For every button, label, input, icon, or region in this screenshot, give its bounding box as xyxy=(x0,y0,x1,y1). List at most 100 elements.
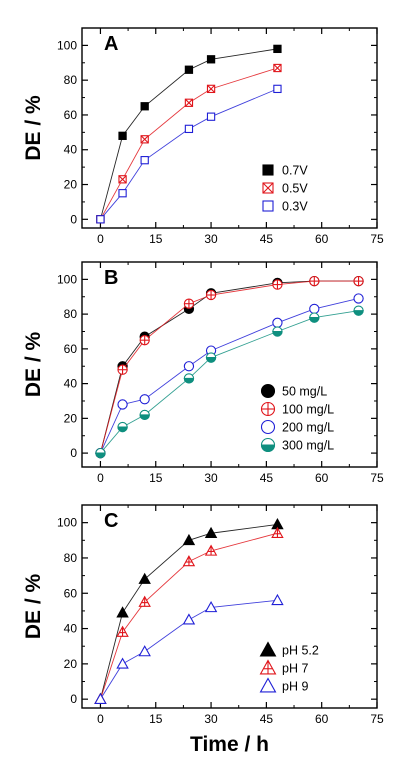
data-point xyxy=(94,692,107,704)
data-point xyxy=(272,326,283,337)
x-tick-label: 45 xyxy=(260,712,274,726)
data-point xyxy=(138,572,151,584)
plot-frame xyxy=(81,27,378,229)
legend-marker xyxy=(260,383,276,399)
x-tick-label: 0 xyxy=(97,232,104,246)
y-axis-title: DE / % xyxy=(22,574,45,640)
series-line xyxy=(100,88,278,220)
y-tick-label: 0 xyxy=(70,446,77,460)
data-point xyxy=(140,135,149,144)
y-tick-label: 20 xyxy=(64,657,78,671)
x-tick-label: 0 xyxy=(97,712,104,726)
data-point xyxy=(118,189,127,198)
legend-label: pH 9 xyxy=(282,680,308,694)
data-point xyxy=(183,361,195,372)
legend-label: 50 mg/L xyxy=(282,385,327,399)
x-tick-label: 75 xyxy=(370,712,384,726)
legend-marker-shape xyxy=(259,641,277,657)
data-point-cross-b xyxy=(273,64,282,72)
data-point xyxy=(205,352,217,363)
data-point xyxy=(184,65,194,74)
legend-marker xyxy=(262,200,274,212)
data-point xyxy=(96,215,105,224)
data-point xyxy=(204,544,218,556)
data-point xyxy=(117,421,128,433)
data-point-fill xyxy=(139,414,150,420)
data-point xyxy=(116,625,129,637)
data-point xyxy=(117,399,128,410)
data-point-shape xyxy=(206,55,216,64)
data-point xyxy=(204,526,218,539)
y-tick-label: 100 xyxy=(57,38,77,52)
data-point-cross-b xyxy=(184,98,193,107)
series-2 xyxy=(94,593,284,704)
x-tick-label: 30 xyxy=(204,471,218,485)
legend-marker xyxy=(259,659,277,675)
panel-b: 0 15 30 45 60 75 0 20 40 60 80 100 DE / % B 50 mg/L 100… xyxy=(22,261,384,485)
data-point-fill xyxy=(309,317,320,323)
data-point xyxy=(183,298,195,309)
data-point xyxy=(138,645,151,657)
legend-label: pH 5.2 xyxy=(282,644,319,658)
data-point xyxy=(272,279,283,290)
data-point-cross-b xyxy=(207,84,216,93)
data-point-shape xyxy=(116,606,129,618)
data-point-shape xyxy=(206,112,216,121)
y-tick-label: 100 xyxy=(57,272,77,286)
legend-marker-shape xyxy=(262,200,274,212)
data-point xyxy=(204,600,218,613)
data-point-fill xyxy=(272,330,283,337)
legend-marker-shape xyxy=(262,164,274,176)
y-tick-label: 60 xyxy=(64,342,78,356)
data-point-cross-b xyxy=(118,175,127,184)
data-point xyxy=(206,55,216,64)
data-point-shape xyxy=(272,317,283,328)
series-1 xyxy=(96,63,282,224)
y-axis-title: DE / % xyxy=(22,95,45,161)
data-point xyxy=(184,124,194,134)
x-tick-label: 15 xyxy=(149,712,163,726)
x-tick-label: 75 xyxy=(370,232,384,246)
data-point xyxy=(182,613,196,625)
data-point-shape xyxy=(182,533,196,546)
y-tick-label: 60 xyxy=(64,586,78,600)
plot-frame xyxy=(81,504,378,709)
data-point xyxy=(309,312,320,323)
data-point-shape xyxy=(140,156,149,165)
legend-marker xyxy=(260,419,276,435)
y-tick-label: 80 xyxy=(64,73,78,87)
data-point xyxy=(273,44,282,54)
data-point xyxy=(309,275,320,287)
x-axis-title: Time / h xyxy=(190,733,269,756)
series-2 xyxy=(96,84,282,224)
data-point-fill xyxy=(205,357,217,363)
y-tick-label: 0 xyxy=(70,692,77,706)
data-point-shape xyxy=(353,293,364,304)
data-point-fill xyxy=(353,310,364,316)
data-point xyxy=(206,84,216,94)
y-tick-label: 20 xyxy=(64,411,78,425)
data-point-shape xyxy=(94,692,107,704)
legend-marker-cross-b xyxy=(262,182,274,194)
series-line xyxy=(100,280,359,454)
legend-marker-fill xyxy=(260,444,276,453)
panel-label: C xyxy=(104,510,118,532)
legend-label: 0.5V xyxy=(282,182,308,196)
legend-marker xyxy=(259,677,277,693)
data-point xyxy=(95,447,106,459)
x-tick-label: 60 xyxy=(315,712,329,726)
plot-frame xyxy=(81,261,378,468)
legend-marker xyxy=(259,641,277,657)
data-point-shape xyxy=(271,593,284,606)
panel-c: 0 15 30 45 60 75 0 20 40 60 80 100 DE / % Time / h CpH… xyxy=(22,504,384,756)
data-point-shape xyxy=(273,84,282,94)
data-point xyxy=(182,555,196,567)
data-point xyxy=(206,112,216,121)
data-point xyxy=(184,98,194,107)
data-point xyxy=(205,289,217,301)
y-tick-label: 60 xyxy=(64,108,78,122)
legend-marker xyxy=(262,164,274,176)
x-tick-label: 45 xyxy=(260,471,274,485)
y-axis-title: DE / % xyxy=(22,332,45,398)
